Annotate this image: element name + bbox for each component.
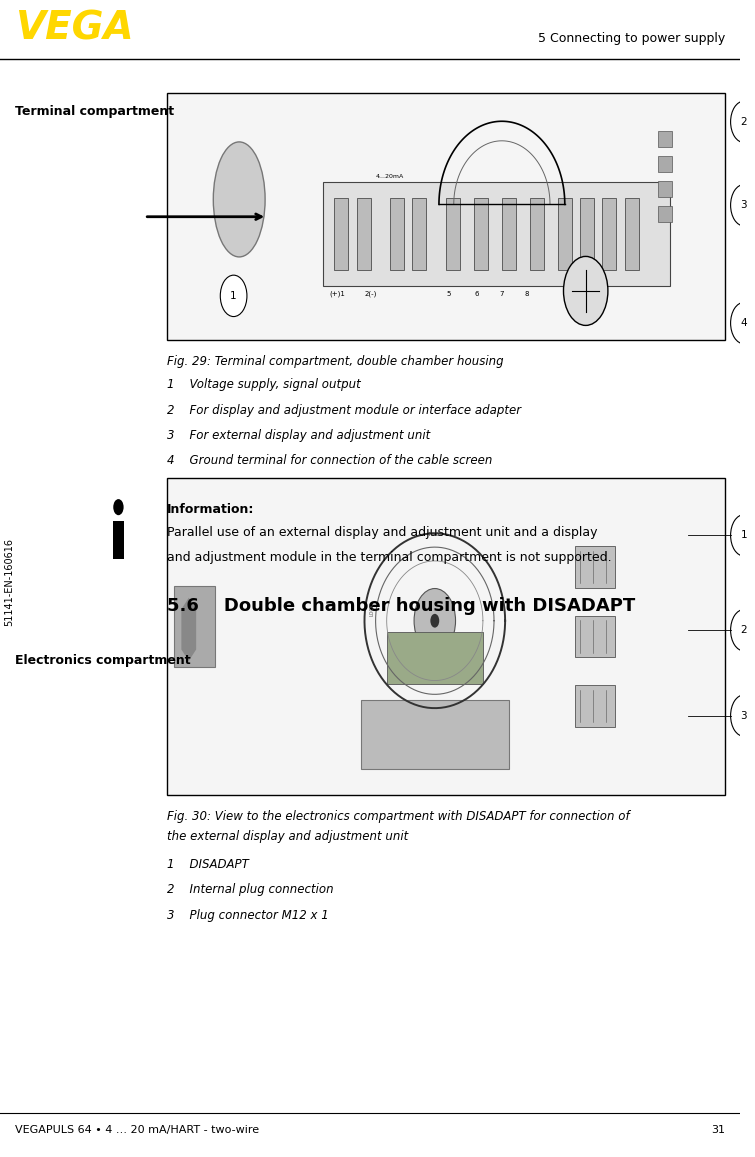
Text: 8: 8 [525, 290, 529, 296]
Text: (+)1: (+)1 [329, 290, 345, 297]
Text: 1: 1 [230, 290, 237, 301]
Text: VEGAPULS 64 • 4 … 20 mA/HART - two-wire: VEGAPULS 64 • 4 … 20 mA/HART - two-wire [15, 1125, 259, 1135]
Text: 3: 3 [741, 200, 747, 211]
Text: 1: 1 [741, 530, 747, 540]
Text: 5: 5 [447, 290, 451, 296]
Text: LOCK: LOCK [369, 603, 374, 616]
Text: Terminal compartment: Terminal compartment [15, 104, 174, 118]
Bar [446, 198, 460, 271]
Text: 2: 2 [741, 117, 747, 127]
Bar [390, 198, 404, 271]
Bar [167, 93, 726, 340]
Bar [334, 198, 348, 271]
Text: 31: 31 [711, 1125, 726, 1135]
Text: TW67: TW67 [427, 532, 442, 537]
Bar [361, 700, 509, 769]
Text: 2    Internal plug connection: 2 Internal plug connection [167, 883, 333, 897]
Bar [575, 546, 615, 588]
Text: 5.6    Double chamber housing with DISADAPT: 5.6 Double chamber housing with DISADAPT [167, 597, 635, 614]
Circle shape [731, 101, 755, 142]
Text: 5 Connecting to power supply: 5 Connecting to power supply [538, 31, 726, 45]
Ellipse shape [214, 142, 265, 257]
Bar [412, 198, 427, 271]
Text: 51141-EN-160616: 51141-EN-160616 [5, 538, 14, 626]
Text: 3    For external display and adjustment unit: 3 For external display and adjustment un… [167, 429, 430, 442]
Circle shape [414, 589, 455, 653]
Circle shape [731, 184, 755, 226]
Text: VEGA: VEGA [15, 9, 134, 47]
Text: 4    Ground terminal for connection of the cable screen: 4 Ground terminal for connection of the … [167, 455, 492, 467]
Bar [575, 616, 615, 657]
Bar [658, 156, 672, 172]
Text: Fig. 30: View to the electronics compartment with DISADAPT for connection of: Fig. 30: View to the electronics compart… [167, 810, 629, 823]
Circle shape [731, 695, 755, 736]
Text: 4: 4 [741, 318, 747, 329]
Text: 2    For display and adjustment module or interface adapter: 2 For display and adjustment module or i… [167, 404, 521, 417]
Text: Fig. 29: Terminal compartment, double chamber housing: Fig. 29: Terminal compartment, double ch… [167, 355, 503, 368]
Text: Parallel use of an external display and adjustment unit and a display: Parallel use of an external display and … [167, 525, 597, 538]
Bar [658, 132, 672, 147]
Bar [502, 198, 516, 271]
Circle shape [731, 302, 755, 344]
Text: 1    DISADAPT: 1 DISADAPT [167, 858, 248, 871]
Text: 7: 7 [500, 290, 504, 296]
Circle shape [430, 614, 439, 627]
Text: and adjustment module in the terminal compartment is not supported.: and adjustment module in the terminal co… [167, 551, 612, 563]
Text: 2(-): 2(-) [365, 290, 377, 297]
Text: Electronics compartment: Electronics compartment [15, 655, 190, 668]
Bar [174, 587, 214, 666]
Circle shape [220, 275, 247, 317]
Bar [658, 180, 672, 197]
Circle shape [563, 257, 608, 325]
Bar [530, 198, 544, 271]
Bar [167, 478, 726, 795]
Bar [580, 198, 594, 271]
Text: 2: 2 [741, 625, 747, 635]
Text: 4...20mA: 4...20mA [376, 174, 404, 178]
Bar [387, 632, 483, 684]
Bar [356, 198, 371, 271]
Text: 6: 6 [474, 290, 479, 296]
Bar [558, 198, 572, 271]
Bar [575, 685, 615, 727]
Text: 1    Voltage supply, signal output: 1 Voltage supply, signal output [167, 378, 360, 391]
Bar [113, 521, 124, 559]
Polygon shape [181, 598, 196, 661]
Circle shape [113, 499, 124, 515]
Text: the external display and adjustment unit: the external display and adjustment unit [167, 831, 408, 843]
Bar [602, 198, 616, 271]
Text: 3: 3 [741, 710, 747, 721]
Circle shape [731, 610, 755, 651]
Bar [625, 198, 639, 271]
Text: Information:: Information: [167, 502, 254, 516]
Bar [323, 182, 670, 286]
Text: 3    Plug connector M12 x 1: 3 Plug connector M12 x 1 [167, 908, 328, 922]
Circle shape [731, 515, 755, 557]
Bar [474, 198, 488, 271]
Bar [658, 206, 672, 222]
